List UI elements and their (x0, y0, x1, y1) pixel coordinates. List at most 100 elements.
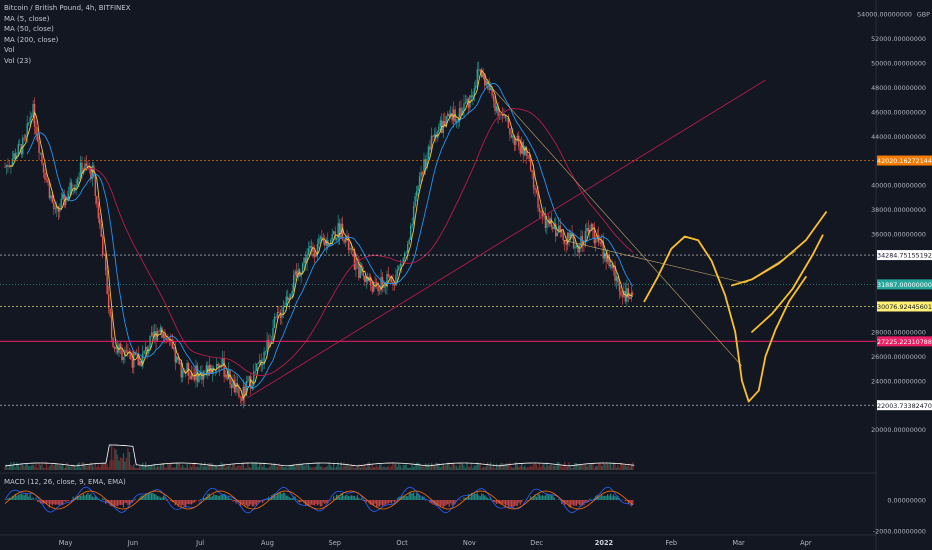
ma200-legend[interactable]: MA (200, close) (4, 35, 59, 44)
macd-hist-bar (214, 495, 216, 500)
macd-hist-bar (356, 495, 358, 500)
candle-body (519, 146, 521, 154)
candle-body (184, 372, 187, 373)
candle-body (535, 190, 538, 193)
candle-body (221, 358, 224, 365)
volume-bar (599, 462, 601, 470)
candle-body (275, 316, 277, 318)
candle-body (113, 346, 116, 349)
candle-body (464, 101, 467, 104)
candle-body (269, 341, 271, 348)
candle-body (33, 103, 36, 127)
volume-bar (454, 465, 456, 470)
volume-bar (421, 465, 424, 470)
candle-body (140, 361, 142, 367)
candle-body (235, 383, 237, 393)
macd-legend[interactable]: MACD (12, 26, close, 9, EMA, EMA) (4, 478, 126, 486)
vol23-legend[interactable]: Vol (23) (4, 56, 32, 65)
candle-body (226, 374, 228, 380)
macd-hist-bar (355, 498, 357, 500)
macd-hist-bar (339, 496, 341, 500)
macd-hist-bar (256, 500, 258, 506)
macd-hist-bar (384, 500, 387, 505)
candle-body (192, 373, 194, 374)
volume-bar (50, 464, 52, 470)
macd-hist-bar (65, 500, 67, 502)
volume-bar (355, 467, 357, 470)
macd-hist-bar (336, 494, 338, 500)
candle-body (14, 153, 17, 159)
macd-hist-bar (158, 496, 160, 500)
candle-body (402, 258, 404, 265)
candle-body (575, 245, 578, 248)
volume-bar (10, 462, 12, 470)
candle-body (398, 266, 400, 271)
symbol-title[interactable]: Bitcoin / British Pound, 4h, BITFINEX (4, 4, 131, 12)
volume-bar (210, 463, 212, 470)
volume-bar (481, 467, 483, 470)
volume-bar (93, 466, 95, 470)
candle-body (455, 120, 458, 123)
macd-hist-bar (190, 500, 193, 505)
volume-bar (500, 463, 502, 470)
macd-hist-bar (513, 500, 515, 507)
macd-hist-bar (192, 500, 194, 504)
volume-bar (549, 464, 551, 470)
macd-hist-bar (125, 500, 128, 503)
macd-hist-bar (60, 500, 62, 505)
horizontal-levels: 42020.16272144 34284.75155192 31887.000000… (0, 155, 932, 411)
candle-body (359, 264, 362, 278)
volume-bar (444, 465, 446, 470)
candle-body (13, 153, 15, 159)
macd-hist-bar (404, 496, 406, 500)
candle-body (587, 227, 590, 233)
volume-bar (278, 463, 280, 470)
macd-hist-bar (497, 500, 499, 504)
level-price-label: 22003.73382470 (877, 402, 932, 410)
volume-bar (506, 463, 508, 470)
macd-hist-bar (71, 500, 73, 501)
volume-bar (47, 467, 49, 470)
macd-hist-bar (522, 499, 524, 500)
chart-legend: Bitcoin / British Pound, 4h, BITFINEX MA… (4, 3, 131, 66)
volume-bar (247, 462, 249, 470)
macd-hist-bar (432, 500, 434, 505)
volume-bar (532, 463, 535, 470)
macd-hist-bar (393, 500, 395, 503)
volume-bar (426, 464, 428, 470)
volume-bar (595, 466, 597, 470)
macd-hist-bar (44, 500, 46, 503)
y-tick-label: 48000.00000000 (871, 84, 926, 92)
macd-hist-bar (478, 495, 480, 500)
macd-hist-bar (182, 500, 184, 505)
macd-hist-bar (177, 500, 179, 507)
volume-bar (254, 462, 256, 470)
volume-bar (370, 467, 372, 470)
volume-bar (472, 467, 474, 470)
volume-bar (467, 466, 470, 470)
volume-bar (290, 466, 292, 470)
volume-bar (516, 465, 518, 470)
vol-legend[interactable]: Vol (4, 46, 15, 54)
volume-bar (476, 462, 479, 470)
candle-body (390, 278, 393, 282)
candle-body (581, 235, 584, 244)
macd-hist-bar (51, 500, 53, 506)
macd-hist-bar (161, 497, 163, 500)
volume-bar (54, 463, 57, 470)
volume-bar (458, 464, 461, 470)
candle-body (174, 347, 176, 363)
macd-hist-bar (568, 500, 570, 508)
candle-body (506, 117, 508, 119)
volume-bar (614, 464, 616, 470)
candle-body (423, 159, 425, 175)
candle-body (67, 193, 70, 200)
volume-bar (353, 467, 356, 470)
volume-bar (341, 466, 344, 470)
candle-body (153, 331, 156, 337)
ma5-legend[interactable]: MA (5, close) (4, 14, 50, 23)
ma50-legend[interactable]: MA (50, close) (4, 25, 54, 33)
macd-hist-bar (530, 496, 532, 500)
candle-body (303, 257, 305, 264)
